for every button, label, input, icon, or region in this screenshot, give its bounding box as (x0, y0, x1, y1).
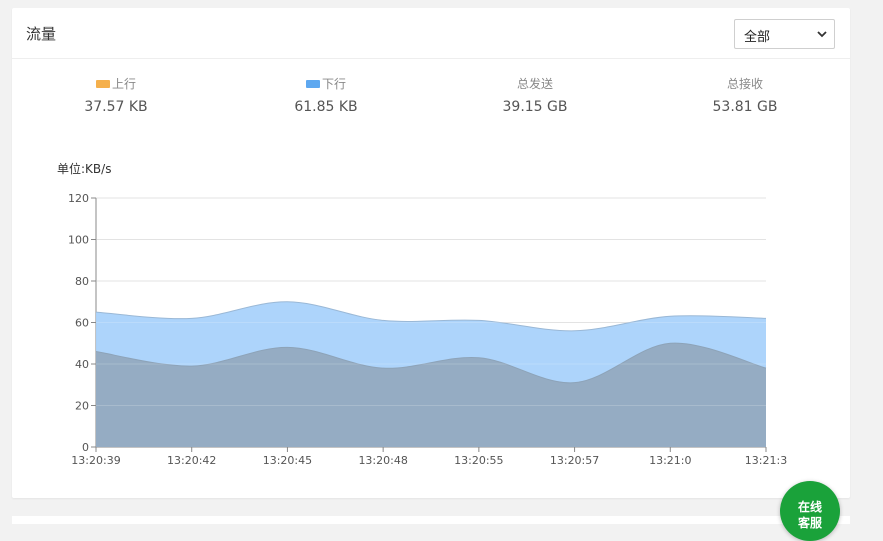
y-tick-label-100: 100 (68, 234, 89, 247)
x-tick-label-5: 13:20:57 (550, 454, 599, 467)
x-tick-label-1: 13:20:42 (167, 454, 216, 467)
x-tick-label-3: 13:20:48 (358, 454, 407, 467)
y-tick-label-120: 120 (68, 192, 89, 205)
y-tick-label-20: 20 (75, 400, 89, 413)
traffic-chart: 0 20 40 60 80 100 120 13:20:39 13:20:42 13:20:45 1… (0, 0, 883, 524)
y-tick-label-0: 0 (82, 441, 89, 454)
x-tick-label-0: 13:20:39 (71, 454, 120, 467)
online-support-button[interactable]: 在线 客服 (780, 481, 840, 541)
next-panel-edge (12, 516, 850, 524)
x-tick-label-6: 13:21:0 (649, 454, 691, 467)
x-tick-label-4: 13:20:55 (454, 454, 503, 467)
y-tick-label-80: 80 (75, 275, 89, 288)
support-line-1: 在线 (780, 481, 840, 515)
support-line-2: 客服 (780, 515, 840, 531)
y-tick-label-40: 40 (75, 358, 89, 371)
x-tick-label-7: 13:21:3 (745, 454, 787, 467)
y-tick-label-60: 60 (75, 317, 89, 330)
x-tick-label-2: 13:20:45 (263, 454, 312, 467)
